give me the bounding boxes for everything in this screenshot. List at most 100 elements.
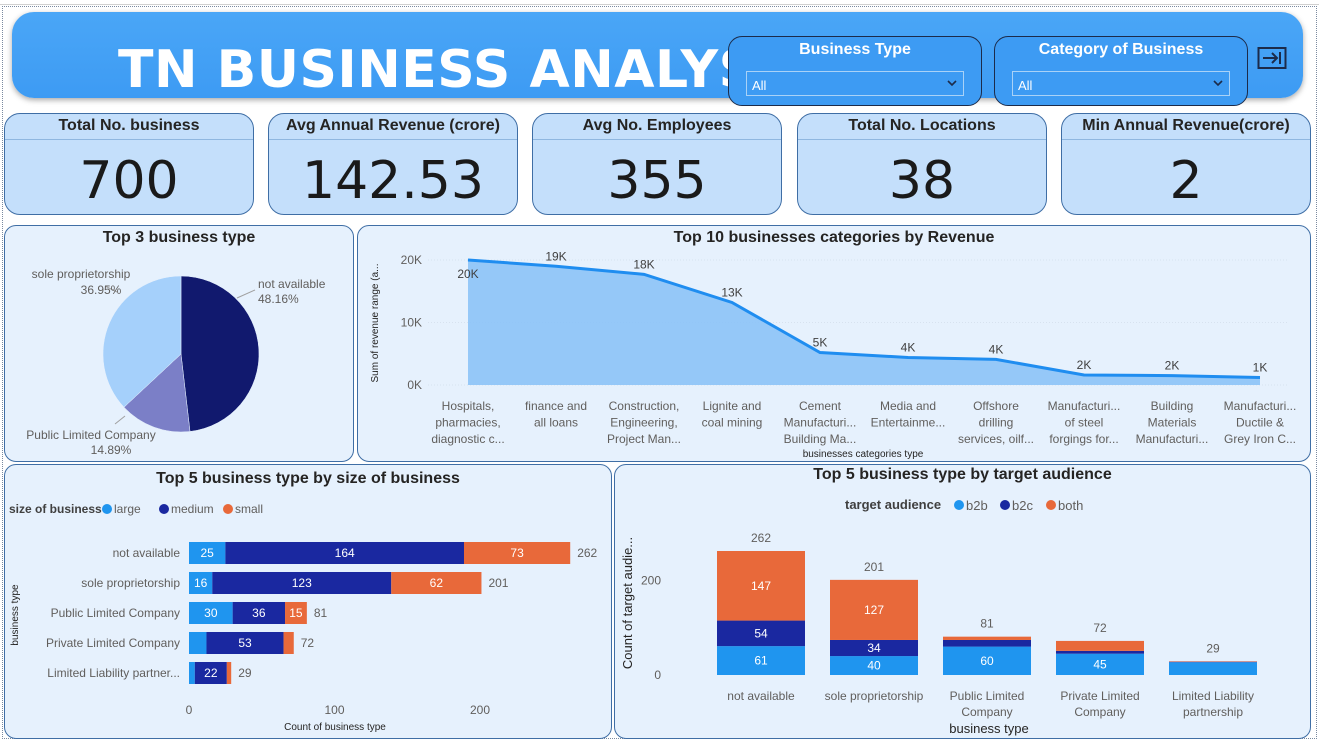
kpi-value: 142.53 (302, 151, 484, 211)
pie-slice-label: sole proprietorship (32, 267, 131, 281)
area-x-tick-label: Manufacturi... (784, 416, 857, 430)
hbar-legend-marker (102, 504, 112, 514)
kpi-label: Avg Annual Revenue (crore) (269, 114, 517, 140)
area-x-tick-label: Construction, (609, 399, 680, 413)
area-data-label: 4K (901, 341, 916, 355)
business-type-dropdown[interactable]: All (746, 71, 964, 96)
hbar-segment (189, 542, 226, 564)
hbar-category-label: Public Limited Company (51, 606, 180, 620)
vbar-x-tick-label: not available (727, 689, 795, 703)
chevron-down-icon (947, 80, 957, 87)
pie-leader-line (236, 289, 256, 299)
pie-slice (123, 353, 191, 433)
pie-slice (102, 275, 182, 408)
hbar-segment-label: 16 (194, 576, 208, 590)
pie-slice (180, 275, 260, 432)
vbar-segment-label: 34 (867, 641, 881, 655)
hbar-category-label: sole proprietorship (81, 576, 180, 590)
area-x-tick-label: Hospitals, (442, 399, 495, 413)
vbar-legend-marker (1046, 500, 1056, 510)
vbar-segment (1169, 662, 1257, 675)
kpi-card-total-business: Total No. business 700 (4, 113, 254, 215)
vbar-legend-label: both (1058, 498, 1083, 513)
vbar-total-label: 201 (864, 560, 884, 574)
pie-leader-line (114, 415, 126, 425)
hbar-segment-label: 62 (430, 576, 444, 590)
hbar-segment-label: 30 (204, 606, 218, 620)
pie-slice-label: not available (258, 277, 326, 291)
hbar-legend-label: medium (171, 502, 214, 516)
hbar-segment (225, 542, 464, 564)
vbar-total-label: 81 (980, 617, 994, 631)
hbar-segment (194, 662, 227, 684)
area-x-tick-label: Lignite and (703, 399, 762, 413)
area-x-tick-label: Cement (799, 399, 842, 413)
area-chart-panel: Top 10 businesses categories by Revenue … (357, 225, 1311, 462)
pie-slice-percent: 14.89% (91, 443, 132, 457)
hbar-segment (391, 572, 482, 594)
vbar-total-label: 72 (1093, 621, 1107, 635)
category-of-business-dropdown[interactable]: All (1012, 71, 1230, 96)
kpi-card-min-annual-revenue: Min Annual Revenue(crore) 2 (1061, 113, 1311, 215)
exit-arrow-icon[interactable] (1257, 46, 1287, 72)
hbar-x-tick-label: 100 (324, 703, 344, 717)
pie-chart-panel: Top 3 business type not available 48.16% P… (4, 225, 354, 462)
category-slicer-label: Category of Business (1038, 41, 1204, 58)
area-data-label: 1K (1253, 361, 1268, 375)
business-type-slicer-label: Business Type (799, 41, 911, 58)
vbar-legend-label: b2b (966, 498, 988, 513)
pie-slice-label: Public Limited Company (26, 428, 155, 442)
area-data-label: 20K (457, 267, 478, 281)
hbar-segment (189, 602, 233, 624)
kpi-label: Min Annual Revenue(crore) (1062, 114, 1310, 140)
hbar-total-label: 72 (301, 636, 315, 650)
area-data-label: 13K (721, 286, 742, 300)
size-bar-chart: size of business large medium small not avai… (9, 502, 598, 733)
pie-leader-line (104, 285, 118, 293)
hbar-total-label: 262 (577, 546, 597, 560)
hbar-segment-label: 25 (201, 546, 215, 560)
area-x-tick-label: Manufacturi... (1136, 432, 1209, 446)
vbar-segment (830, 656, 918, 675)
hbar-segment (189, 662, 195, 684)
hbar-total-label: 29 (238, 666, 252, 680)
vbar-segment (830, 579, 918, 640)
hbar-segment-label: 123 (292, 576, 312, 590)
kpi-card-avg-employees: Avg No. Employees 355 (532, 113, 782, 215)
area-x-tick-label: Grey Iron C... (1224, 432, 1296, 446)
vbar-x-tick-label: sole proprietorship (825, 689, 924, 703)
area-x-tick-label: diagnostic c... (431, 432, 504, 446)
hbar-total-label: 201 (488, 576, 508, 590)
vbar-total-label: 29 (1206, 641, 1220, 655)
vbar-segment (830, 639, 918, 657)
area-data-label: 4K (989, 342, 1004, 356)
hbar-segment (206, 632, 284, 654)
vbar-segment-label: 147 (751, 579, 771, 593)
kpi-label: Total No. Locations (798, 114, 1046, 140)
hbar-segment-label: 164 (335, 546, 355, 560)
kpi-card-avg-annual-revenue: Avg Annual Revenue (crore) 142.53 (268, 113, 518, 215)
hbar-category-label: Private Limited Company (46, 636, 180, 650)
hbar-segment-label: 36 (252, 606, 266, 620)
audience-bar-chart-title: Top 5 business type by target audience (813, 466, 1112, 483)
kpi-label: Avg No. Employees (533, 114, 781, 140)
area-x-tick-label: Building (1151, 399, 1194, 413)
hbar-x-axis-title: Count of business type (284, 722, 386, 733)
area-x-tick-label: Media and (880, 399, 936, 413)
area-x-tick-label: all loans (534, 416, 578, 430)
vbar-segment-label: 61 (754, 654, 768, 668)
chevron-down-icon (1213, 80, 1223, 87)
area-x-tick-label: Ductile & (1236, 416, 1284, 430)
area-data-label: 18K (633, 257, 654, 271)
hbar-total-label: 81 (314, 606, 328, 620)
vbar-segment (943, 639, 1031, 647)
area-x-tick-label: Offshore (973, 399, 1019, 413)
area-x-tick-label: pharmacies, (435, 416, 500, 430)
vbar-segment (943, 636, 1031, 640)
vbar-x-tick-label: Public Limited (950, 689, 1025, 703)
hbar-segment (226, 662, 232, 684)
vbar-x-tick-label: Company (961, 705, 1012, 719)
area-x-tick-label: Materials (1148, 416, 1197, 430)
vbar-y-tick-label: 0 (654, 668, 661, 682)
